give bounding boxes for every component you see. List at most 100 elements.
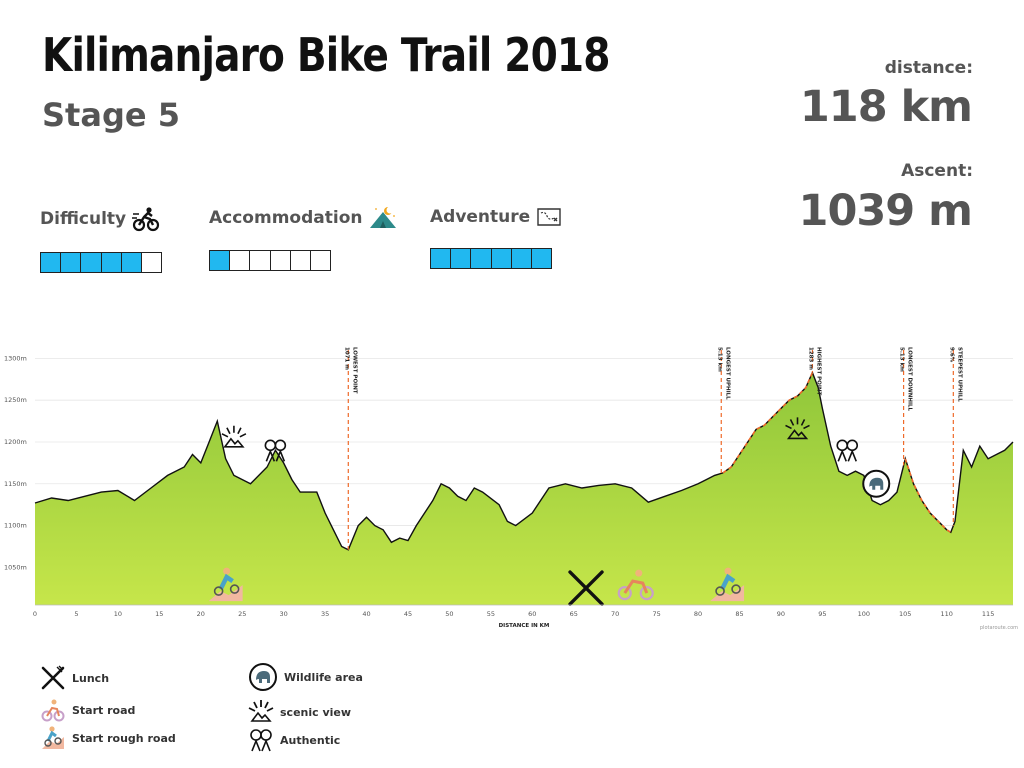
map-icon <box>537 208 561 226</box>
x-tick-label: 55 <box>487 610 495 618</box>
marker-label: 9.6% <box>948 347 954 363</box>
x-tick-label: 0 <box>33 610 37 618</box>
start-road-icon <box>40 697 66 723</box>
elevation-line <box>34 370 1014 551</box>
x-tick-label: 40 <box>362 610 370 618</box>
marker-label: 5.13 km <box>716 347 722 372</box>
rating-cell <box>290 251 311 270</box>
legend-wildlife-label: Wildlife area <box>284 670 363 684</box>
x-axis-label: DISTANCE IN KM <box>499 623 550 629</box>
scenic-view-icon <box>785 417 810 440</box>
marker-label: STEEPEST UPHILL <box>956 347 962 402</box>
legend-lunch-label: Lunch <box>72 671 110 685</box>
x-tick-label: 10 <box>114 610 122 618</box>
marker-label: 1071 m <box>343 347 349 370</box>
rating-cell <box>141 253 162 272</box>
x-tick-label: 5 <box>74 610 78 618</box>
rating-cell <box>101 253 122 272</box>
x-tick-label: 20 <box>197 610 205 618</box>
page-title: Kilimanjaro Bike Trail 2018 <box>42 28 610 82</box>
legend-start-road: Start road <box>40 697 135 723</box>
y-tick-label: 1200m <box>4 438 27 446</box>
legend-lunch: Lunch <box>40 665 109 691</box>
marker-label: 1283 m <box>807 347 813 370</box>
x-tick-label: 70 <box>611 610 619 618</box>
x-tick-label: 85 <box>735 610 743 618</box>
marker-label: HIGHEST POINT <box>815 347 821 396</box>
adventure-bar <box>430 248 552 269</box>
rating-cell <box>471 249 492 268</box>
legend-scenic-label: scenic view <box>280 705 352 719</box>
x-tick-label: 105 <box>899 610 911 618</box>
authentic-icon <box>264 439 287 462</box>
highlight-segment <box>722 372 814 474</box>
lunch-icon <box>568 570 604 606</box>
rating-cell <box>451 249 472 268</box>
marker-label: LOWEST POINT <box>351 347 357 394</box>
x-tick-label: 95 <box>818 610 826 618</box>
x-tick-label: 30 <box>280 610 288 618</box>
distance-value: 118 km <box>799 82 973 132</box>
accommodation-bar <box>209 250 331 271</box>
y-tick-label: 1050m <box>4 563 27 571</box>
legend-wildlife: Wildlife area <box>248 662 363 692</box>
chart-credit: plotaroute.com <box>980 625 1018 631</box>
rating-cell <box>431 249 452 268</box>
scenic-view-icon <box>248 699 274 725</box>
x-tick-label: 90 <box>777 610 785 618</box>
difficulty-bar <box>40 252 162 273</box>
rating-cell <box>531 249 552 268</box>
rating-cell <box>210 251 231 270</box>
rating-cell <box>41 253 62 272</box>
authentic-icon <box>248 727 274 753</box>
legend-scenic: scenic view <box>248 699 351 725</box>
accommodation-label: Accommodation <box>209 208 363 228</box>
marker-label: 5.13 km <box>899 347 905 372</box>
x-tick-label: 65 <box>570 610 578 618</box>
x-tick-label: 50 <box>445 610 453 618</box>
highlight-segment <box>904 458 952 533</box>
marker-label: LONGEST DOWNHILL <box>907 347 913 412</box>
adventure-label: Adventure <box>430 207 531 227</box>
rating-cell <box>81 253 102 272</box>
rating-cell <box>270 251 291 270</box>
rating-cell <box>121 253 142 272</box>
start-road-icon <box>617 569 654 601</box>
start-rough-road-icon <box>40 725 66 751</box>
authentic-icon <box>836 439 859 462</box>
lunch-icon <box>40 665 66 691</box>
x-tick-label: 25 <box>238 610 246 618</box>
cyclist-icon <box>132 207 160 232</box>
wildlife-icon <box>248 662 278 692</box>
y-tick-label: 1250m <box>4 396 27 404</box>
marker-label: LONGEST UPHILL <box>724 347 730 400</box>
wildlife-icon <box>862 469 891 498</box>
elevation-area <box>35 372 1013 605</box>
accommodation-rating: Accommodation <box>209 206 398 271</box>
difficulty-rating: Difficulty <box>40 206 162 273</box>
stage-subtitle: Stage 5 <box>42 96 180 134</box>
x-tick-label: 115 <box>982 610 994 618</box>
start-rough-road-icon <box>208 567 243 602</box>
rating-cell <box>511 249 532 268</box>
legend-start-rough-road: Start rough road <box>40 725 176 751</box>
x-tick-label: 75 <box>652 610 660 618</box>
rating-cell <box>491 249 512 268</box>
rating-cell <box>250 251 271 270</box>
scenic-view-icon <box>221 425 247 448</box>
x-tick-label: 60 <box>528 610 536 618</box>
y-tick-label: 1100m <box>4 522 27 530</box>
distance-label: distance: <box>884 58 973 78</box>
x-tick-label: 80 <box>694 610 702 618</box>
legend-authentic: Authentic <box>248 727 340 753</box>
chart-axes: 1050m 1100m 1150m 1200m 1250m 1300m 0 5 10 15 20 25… <box>4 354 1013 618</box>
chart-poi <box>208 417 891 606</box>
y-tick-label: 1150m <box>4 480 27 488</box>
rating-cell <box>230 251 251 270</box>
start-rough-road-icon <box>710 567 745 602</box>
x-tick-label: 35 <box>321 610 329 618</box>
tent-icon <box>370 206 397 228</box>
rating-cell <box>61 253 82 272</box>
